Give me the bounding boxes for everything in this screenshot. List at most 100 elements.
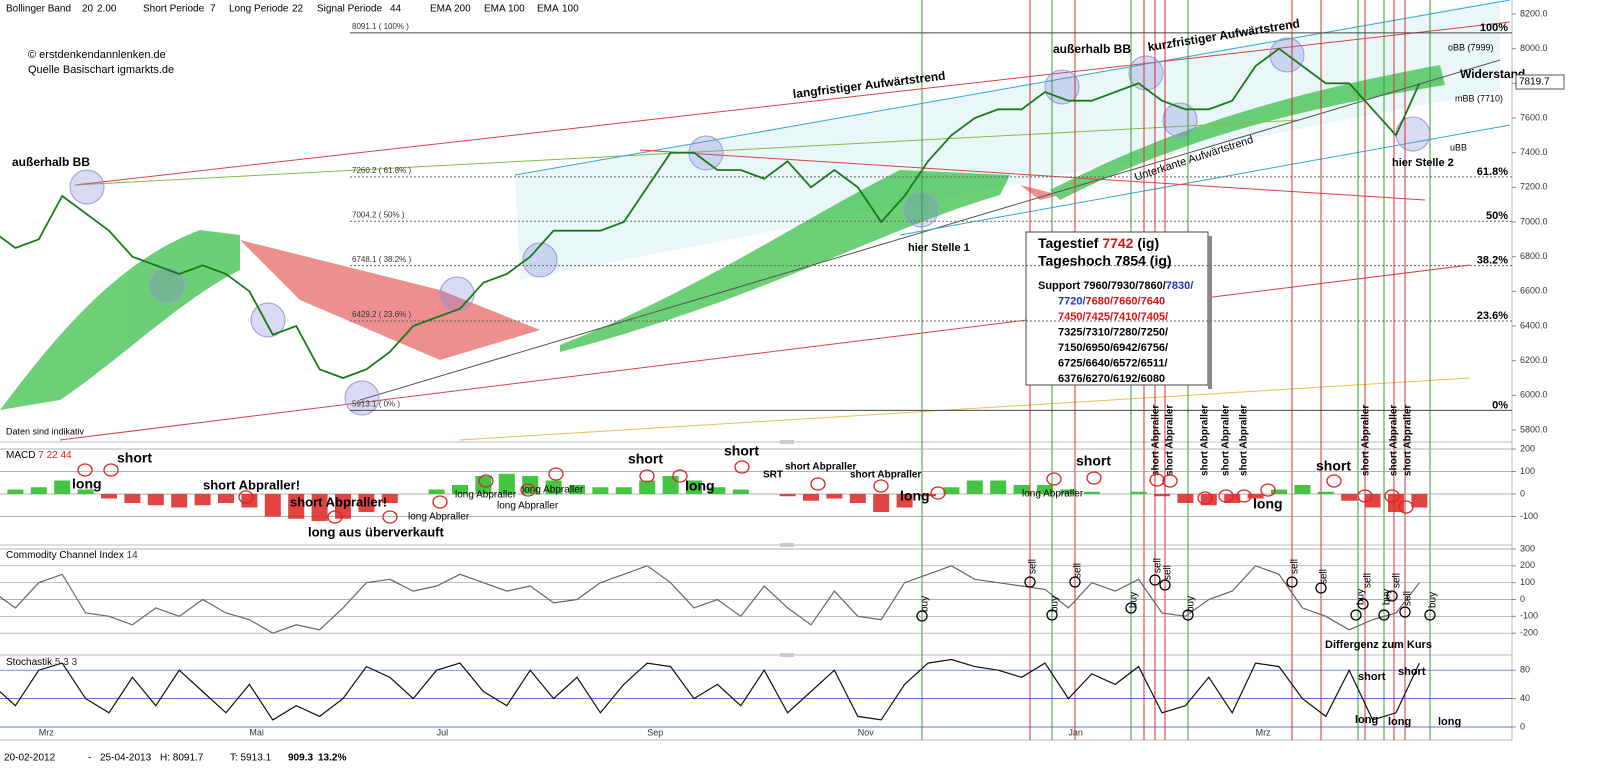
header-item: 22 (292, 4, 304, 15)
footer-item: T: 5913.1 (230, 753, 272, 764)
macd-circle (77, 463, 93, 477)
y-tick-label: 0 (1520, 721, 1525, 731)
fib-label: 6748.1 ( 38.2% ) (352, 255, 411, 264)
support-segment: 7830/ (1166, 280, 1194, 292)
macd-circle (734, 460, 750, 474)
annotation: short (724, 443, 759, 459)
histogram-bar (264, 494, 281, 517)
annotation: buy (1129, 592, 1140, 608)
header-item: Short Periode (143, 4, 205, 15)
series-line (0, 658, 1420, 721)
macd-circle (930, 486, 946, 500)
macd-circle (1260, 483, 1276, 497)
fib-label: 6429.2 ( 23.6% ) (352, 310, 411, 319)
histogram-bar (545, 480, 562, 494)
histogram-bar (358, 494, 375, 512)
annotation: sell (1403, 591, 1414, 606)
x-tick-label: Mrz (1256, 727, 1271, 737)
panel-frames (0, 0, 1513, 741)
annotation: sell (1153, 558, 1164, 573)
annotation: short (1316, 458, 1351, 474)
histogram-bar (288, 494, 305, 519)
annotation: außerhalb BB (1053, 42, 1131, 56)
histogram-bar (943, 487, 960, 494)
histogram-bar (709, 487, 726, 494)
annotation: sell (1290, 559, 1301, 574)
panel-param: 3 (72, 657, 78, 668)
panel-title-text: MACD (6, 450, 35, 461)
histogram-bar (732, 489, 749, 494)
histogram-bar (896, 494, 913, 508)
info-low: Tagestief 7742 (ig) (1038, 235, 1159, 251)
y-tick-label: 6800.0 (1520, 251, 1548, 261)
y-tick-label: 7000.0 (1520, 216, 1548, 226)
histogram-bar (569, 485, 585, 494)
annotation: long Abpraller (455, 490, 517, 501)
support-segment: 7450/7425/7410/7405/ (1058, 311, 1168, 323)
annotation: hier Stelle 1 (908, 242, 970, 254)
macd-circle (672, 469, 688, 483)
histogram-bar (30, 487, 47, 494)
macd-circle (1197, 491, 1213, 505)
annotation: short Abpraller! (203, 477, 300, 492)
annotation: short Abpraller (1200, 405, 1211, 476)
annotation: buy (1356, 589, 1367, 605)
support-line: 6376/6270/6192/6080 (1058, 373, 1165, 385)
series-line (0, 565, 1420, 634)
histogram-bar (1177, 494, 1194, 503)
histogram-bar (1364, 494, 1381, 508)
histogram-bar (241, 494, 258, 508)
histogram-bar (849, 494, 866, 503)
histogram-bar (1083, 491, 1100, 494)
header-item: 7 (210, 4, 216, 15)
macd-circle (238, 490, 254, 504)
macd-circle (520, 483, 536, 497)
annotation: long Abpraller (1022, 489, 1084, 500)
footer-item: 20-02-2012 (4, 753, 56, 764)
signal-circle (1315, 582, 1327, 594)
header-item: 2.00 (97, 4, 117, 15)
x-tick-label: Jul (437, 727, 449, 737)
annotation: sell (1073, 563, 1084, 578)
footer-item: - (88, 753, 91, 764)
annotation: sell (1392, 573, 1403, 588)
fib-pct: 0% (1492, 399, 1508, 411)
fib-pct: 50% (1486, 210, 1508, 222)
price-tag (1515, 74, 1565, 90)
annotation: außerhalb BB (12, 155, 90, 169)
y-tick-label: 6200.0 (1520, 355, 1548, 365)
y-tick-label: 200 (1520, 443, 1535, 453)
macd-circle (1384, 489, 1400, 503)
header-item: EMA (430, 4, 452, 15)
signal-circle (1159, 579, 1171, 591)
signal-circle (1357, 598, 1369, 610)
panel-title: Commodity Channel Index 14 (6, 550, 138, 561)
annotation: short Abpraller (1221, 405, 1232, 476)
signal-circle (1286, 576, 1298, 588)
fib-label: 8091.1 ( 100% ) (352, 22, 409, 31)
macd-circle (1218, 489, 1234, 503)
x-tick-label: Nov (858, 727, 875, 737)
annotation: Differgenz zum Kurs (1325, 639, 1432, 651)
annotation: © erstdenkendannlenken.de (28, 49, 166, 61)
macd-circle (103, 463, 119, 477)
signal-circle (916, 610, 928, 622)
histogram-bar (194, 494, 211, 506)
support-line: 7450/7425/7410/7405/ (1058, 311, 1168, 323)
y-tick-label: 7600.0 (1520, 112, 1548, 122)
annotation: short Abpraller (850, 470, 921, 481)
panel-param: 44 (60, 450, 72, 461)
macd-circle (478, 474, 494, 488)
macd-circle (1086, 471, 1102, 485)
macd-circle (432, 495, 448, 509)
signal-circle (1046, 609, 1058, 621)
x-tick-label: Sep (647, 727, 663, 737)
histogram-bar (428, 489, 445, 494)
annotation: sell (1163, 565, 1174, 580)
y-tick-label: 5800.0 (1520, 424, 1548, 434)
x-tick-label: Mai (249, 727, 264, 737)
macd-circle (1398, 500, 1414, 514)
annotation: long Abpraller (522, 485, 584, 496)
histogram-bar (171, 494, 188, 508)
